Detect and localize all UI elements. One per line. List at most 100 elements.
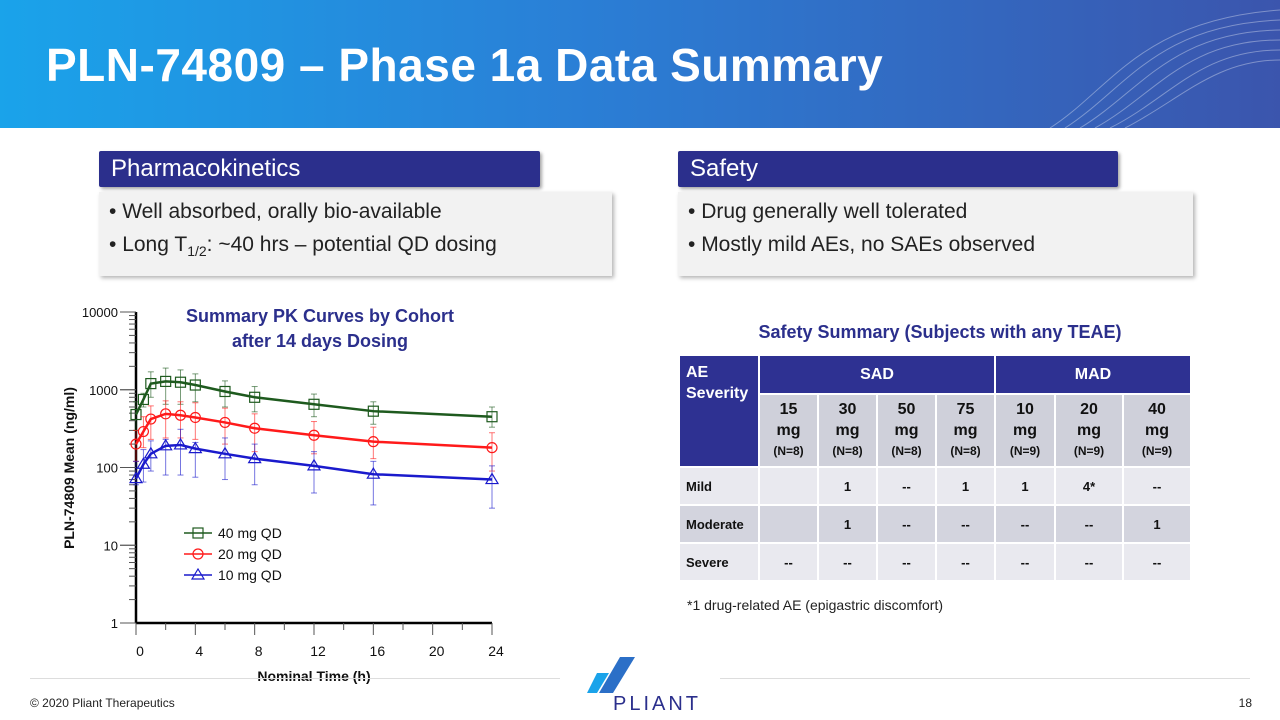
table-cell: -- xyxy=(994,504,1056,544)
x-tick-label: 20 xyxy=(429,643,445,659)
data-point xyxy=(486,442,498,454)
n-count: (N=9) xyxy=(1073,444,1105,458)
n-count: (N=8) xyxy=(832,444,863,458)
dose-header: 50 mg (N=8) xyxy=(876,393,937,468)
dose: 50 xyxy=(897,401,916,418)
data-point xyxy=(145,413,157,425)
x-tick-label: 12 xyxy=(310,643,326,659)
table-cell: 1 xyxy=(994,466,1056,506)
x-tick-label: 4 xyxy=(195,643,203,659)
table-cell: 1 xyxy=(935,466,996,506)
y-tick-label: 1000 xyxy=(89,383,118,398)
dose-header: 20 mg (N=9) xyxy=(1054,393,1124,468)
data-point xyxy=(189,379,201,391)
data-point xyxy=(367,436,379,448)
data-point xyxy=(367,405,379,417)
table-cell xyxy=(758,466,819,506)
pliant-logo: PLIANT xyxy=(585,655,700,715)
y-tick-label: 10000 xyxy=(82,305,118,320)
n-count: (N=9) xyxy=(1141,444,1173,458)
chart-title: Summary PK Curves by Cohort after 14 day… xyxy=(170,304,470,354)
dose-header: 40 mg (N=9) xyxy=(1122,393,1192,468)
y-tick-label: 10 xyxy=(104,538,118,553)
unit: mg xyxy=(1077,422,1101,439)
unit: mg xyxy=(835,422,860,439)
legend-marker xyxy=(192,527,204,539)
data-point xyxy=(160,375,172,388)
table-row: Mild 1 -- 1 1 4* -- xyxy=(678,466,1192,506)
data-point xyxy=(137,425,150,438)
data-point xyxy=(189,411,201,424)
bullet-text: Mostly mild AEs, no SAEs observed xyxy=(701,233,1035,256)
table-cell: -- xyxy=(1054,542,1124,582)
x-axis-label: Nominal Time (h) xyxy=(257,668,370,684)
table-cell: -- xyxy=(1054,504,1124,544)
table-cell: -- xyxy=(876,466,937,506)
bullet-text: Well absorbed, orally bio-available xyxy=(122,200,442,223)
table-cell xyxy=(758,504,819,544)
dose: 40 xyxy=(1148,401,1166,418)
table-cell: -- xyxy=(1122,542,1192,582)
pk-bullets: • Well absorbed, orally bio-available • … xyxy=(99,192,612,276)
corner-line: AE xyxy=(686,364,709,381)
y-tick-label: 100 xyxy=(96,461,118,476)
data-point xyxy=(136,457,151,469)
table-title: Safety Summary (Subjects with any TEAE) xyxy=(758,322,1122,342)
data-point xyxy=(249,422,261,434)
legend-marker xyxy=(192,548,204,560)
table-cell: -- xyxy=(876,504,937,544)
data-point xyxy=(247,451,262,464)
x-tick-label: 0 xyxy=(136,643,144,659)
dose: 30 xyxy=(838,401,857,418)
data-point xyxy=(137,393,150,406)
data-point xyxy=(306,458,322,471)
data-point xyxy=(484,472,500,485)
footer-divider xyxy=(720,678,1250,679)
bullet-text: : ~40 hrs – potential QD dosing xyxy=(206,233,497,256)
data-point xyxy=(143,446,158,459)
x-tick-label: 24 xyxy=(488,643,504,659)
data-point xyxy=(366,467,381,479)
data-point xyxy=(174,376,187,388)
dose-header: 30 mg (N=8) xyxy=(817,393,878,468)
table-cell: 4* xyxy=(1054,466,1124,506)
subscript: 1/2 xyxy=(187,243,207,260)
severity-label: Severe xyxy=(678,542,760,582)
data-point xyxy=(174,409,187,421)
page-number: 18 xyxy=(1238,696,1252,710)
bullet-item: • Mostly mild AEs, no SAEs observed xyxy=(688,233,1035,256)
data-point xyxy=(160,408,172,420)
legend-label: 20 mg QD xyxy=(218,546,282,562)
chart-title-line: Summary PK Curves by Cohort xyxy=(185,306,455,326)
y-axis-label: PLN-74809 Mean (ng/ml) xyxy=(61,387,77,549)
bullet-item: • Long T1/2: ~40 hrs – potential QD dosi… xyxy=(109,233,497,260)
table-row: Severe -- -- -- -- -- -- -- xyxy=(678,542,1192,582)
page-title: PLN-74809 – Phase 1a Data Summary xyxy=(46,39,884,91)
safety-bullets: • Drug generally well tolerated • Mostly… xyxy=(678,192,1193,276)
pharmacokinetics-heading: Pharmacokinetics xyxy=(99,151,540,187)
copyright: © 2020 Pliant Therapeutics xyxy=(30,696,175,710)
table-cell: -- xyxy=(1122,466,1192,506)
n-count: (N=8) xyxy=(891,444,922,458)
data-point xyxy=(130,408,142,421)
data-point xyxy=(486,411,498,423)
data-point xyxy=(217,446,233,459)
n-count: (N=9) xyxy=(1009,444,1041,458)
data-point xyxy=(145,377,157,390)
data-point xyxy=(130,438,142,450)
data-point xyxy=(173,437,188,450)
safety-table: AE Severity SAD MAD 15 mg (N=8) 30 mg (N=8) 50 m… xyxy=(678,354,1192,582)
group-header-mad: MAD xyxy=(994,354,1192,395)
table-cell: 1 xyxy=(817,504,878,544)
unit: mg xyxy=(894,422,919,439)
table-cell: -- xyxy=(876,542,937,582)
unit: mg xyxy=(953,422,978,439)
dose-header: 15 mg (N=8) xyxy=(758,393,819,468)
bullet-text: Drug generally well tolerated xyxy=(701,200,968,223)
table-cell: -- xyxy=(994,542,1056,582)
dose: 75 xyxy=(956,401,975,418)
data-point xyxy=(308,398,320,410)
pk-chart: 1 10 100 1000 10000 0 4 8 12 16 20 24 Nominal Time (… xyxy=(61,305,504,684)
severity-label: Moderate xyxy=(678,504,760,544)
dose: 10 xyxy=(1016,401,1034,418)
